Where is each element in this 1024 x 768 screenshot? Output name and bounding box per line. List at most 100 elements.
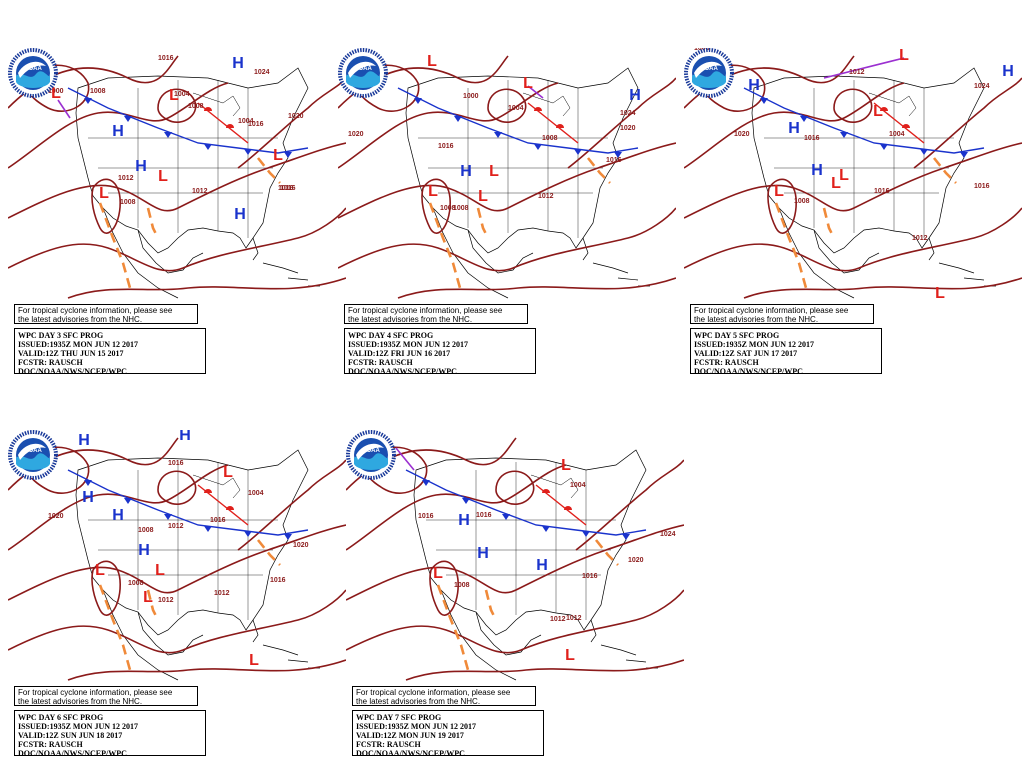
- cold-front-barb: [534, 144, 542, 150]
- cold-front-barb: [920, 149, 928, 155]
- isobar-line: [157, 470, 197, 505]
- prog-title: WPC DAY 4 SFC PROG: [348, 331, 434, 340]
- isobars: [346, 437, 684, 681]
- isobar-line: [338, 142, 676, 219]
- isobar-value-label: 1016: [280, 185, 296, 192]
- base-map: [405, 67, 650, 299]
- isobar-value-label: 1000: [463, 93, 479, 100]
- mexico-gulf-coast: [137, 229, 204, 274]
- mexico-coast: [102, 207, 179, 299]
- isobar-value-label: 1008: [453, 205, 469, 212]
- florida: [252, 619, 259, 643]
- high-pressure-center: H: [112, 123, 124, 140]
- mexico-gulf-coast: [813, 229, 880, 274]
- base-map: [75, 449, 320, 681]
- isobar-value-label: 1012: [566, 615, 582, 622]
- cold-front-barb: [204, 144, 212, 150]
- isobar-value-label: 1016: [270, 577, 286, 584]
- cold-front-barb: [284, 534, 292, 540]
- isobar-value-label: 1012: [192, 188, 208, 195]
- forecast-info-box: WPC DAY 5 SFC PROG ISSUED:1935Z MON JUN 1…: [690, 328, 882, 376]
- mexico-gulf-coast: [475, 611, 542, 656]
- noaa-logo-text: NOAA: [354, 66, 372, 72]
- cold-front-barb: [284, 152, 292, 158]
- isobar-line: [26, 446, 90, 494]
- isobar-line: [397, 277, 676, 299]
- isobar-value-label: 1016: [210, 517, 226, 524]
- low-pressure-center: L: [489, 163, 499, 180]
- low-pressure-center: L: [873, 103, 883, 120]
- tropical-cyclone-note: For tropical cyclone information, please…: [14, 304, 198, 324]
- tropical-note-line1: For tropical cyclone information, please…: [356, 688, 511, 697]
- isobar-value-label: 1016: [418, 513, 434, 520]
- isobar-value-label: 1020: [293, 542, 309, 549]
- isobar-value-label: 1016: [606, 157, 622, 164]
- isobar-value-label: 1016: [804, 135, 820, 142]
- low-pressure-center: L: [478, 188, 488, 205]
- cold-front-barb: [574, 149, 582, 155]
- noaa-logo: NOAA: [684, 48, 734, 98]
- cold-front-barb: [880, 144, 888, 150]
- isobar-value-label: 1016: [278, 185, 294, 192]
- cold-front-barb: [760, 98, 768, 104]
- isobar-labels: 1020 1016 1012 1008 1004 1016 1008 1012 1020 1016…: [48, 460, 309, 604]
- isobar-line: [833, 88, 873, 123]
- trough-line: [774, 202, 808, 289]
- issued-time: ISSUED:1935Z MON JUN 12 2017: [18, 722, 139, 731]
- mexico-coast: [778, 207, 855, 299]
- agency: DOC/NOAA/NWS/NCEP/WPC: [18, 749, 127, 758]
- tropical-note-line1: For tropical cyclone information, please…: [18, 688, 173, 697]
- cold-front-barb: [542, 526, 550, 532]
- low-pressure-center: L: [428, 183, 438, 200]
- warm-front-bump: [880, 107, 888, 111]
- isobar-value-label: 1012: [118, 175, 134, 182]
- isobar-value-label: 1012: [912, 235, 928, 242]
- mexico-gulf-coast: [137, 611, 204, 656]
- low-pressure-center: L: [523, 75, 533, 92]
- noaa-logo: NOAA: [8, 48, 58, 98]
- isobar-value-label: 1004: [248, 490, 264, 497]
- caribbean-islands: [262, 262, 320, 287]
- low-pressure-center: L: [249, 652, 259, 669]
- isobar-value-label: 1004: [508, 105, 524, 112]
- isobar-line: [429, 560, 459, 616]
- issued-time: ISSUED:1935Z MON JUN 12 2017: [348, 340, 469, 349]
- mexico-coast: [440, 589, 517, 681]
- cold-front-barb: [124, 116, 132, 122]
- low-pressure-center: L: [51, 85, 61, 102]
- isobar-labels: 1020 1016 1008 1000 1004 1024 1020 1012 1008 1016…: [348, 93, 636, 212]
- caribbean-islands: [600, 644, 658, 669]
- tropical-note-line2: the latest advisories from the NHC.: [18, 697, 143, 706]
- isobar-line: [91, 560, 121, 616]
- caribbean-islands: [938, 262, 996, 287]
- isobar-value-label: 1008: [542, 135, 558, 142]
- tropical-note-line2: the latest advisories from the NHC.: [348, 315, 473, 324]
- isobar-value-label: 1004: [889, 131, 905, 138]
- great-lakes: [530, 474, 579, 499]
- isobar-line: [67, 659, 346, 681]
- isobar-value-label: 1016: [158, 55, 174, 62]
- isobar-value-label: 1016: [874, 188, 890, 195]
- isobar-line: [346, 589, 684, 654]
- isobar-line: [487, 88, 527, 123]
- isobar-line: [684, 207, 1022, 272]
- isobar-line: [702, 64, 766, 112]
- isobar-value-label: 1008: [90, 88, 106, 95]
- issued-time: ISSUED:1935Z MON JUN 12 2017: [18, 340, 139, 349]
- forecast-map-day3: 1016 1008 1000 1008 1004 1016 1016 1020 1012 1008…: [8, 48, 346, 384]
- noaa-logo: NOAA: [346, 430, 396, 480]
- low-pressure-center: L: [774, 183, 784, 200]
- isobar-line: [913, 77, 1022, 169]
- cold-front-barb: [494, 132, 502, 138]
- trough-line: [932, 157, 957, 184]
- isobar-value-label: 1008: [454, 582, 470, 589]
- forecaster: FCSTR: RAUSCH: [356, 740, 421, 749]
- great-lakes: [868, 92, 917, 117]
- agency: DOC/NOAA/NWS/NCEP/WPC: [356, 749, 465, 758]
- isobar-value-label: 1016: [974, 183, 990, 190]
- isobar-value-label: 1020: [348, 131, 364, 138]
- isobars: [8, 55, 346, 299]
